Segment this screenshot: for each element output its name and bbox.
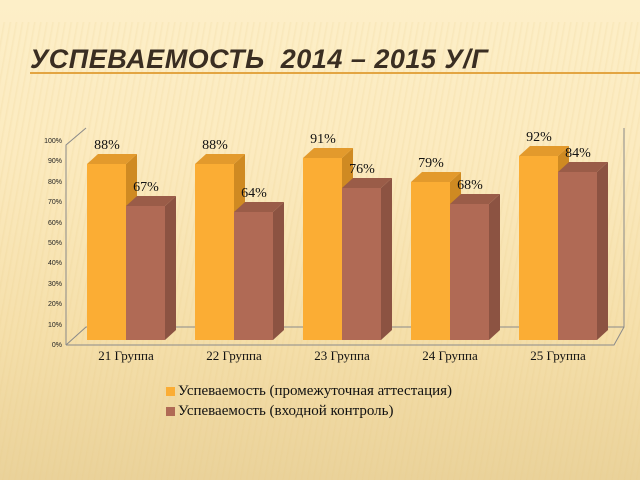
frame-left-wall (65, 127, 87, 345)
data-value-label: 84% (565, 146, 591, 161)
x-tick-label: 24 Группа (422, 348, 478, 363)
bar-entrance-1 (126, 196, 176, 340)
chart-legend: Успеваемость (промежуточная аттестация) … (166, 381, 452, 421)
legend-item-series2: Успеваемость (входной контроль) (166, 401, 452, 421)
y-tick-label: 10% (47, 321, 62, 329)
title-underline (30, 72, 640, 74)
y-tick-label: 80% (47, 178, 62, 186)
data-value-label: 68% (457, 178, 483, 193)
y-tick-label: 50% (47, 240, 62, 247)
bar-attestation-2 (195, 154, 245, 340)
legend-swatch-brown (166, 406, 175, 416)
y-tick-label: 70% (47, 199, 62, 207)
data-value-label: 79% (418, 156, 444, 171)
y-tick-label: 90% (47, 158, 62, 166)
legend-label: Успеваемость (входной контроль) (178, 402, 394, 419)
data-value-label: 67% (133, 180, 159, 195)
y-tick-label: 100% (44, 138, 62, 145)
y-tick-label: 60% (47, 219, 62, 227)
x-tick-label: 22 Группа (206, 348, 262, 363)
x-tick-label: 21 Группа (98, 348, 154, 363)
legend-label: Успеваемость (промежуточная аттестация) (178, 382, 453, 399)
data-value-label: 88% (202, 138, 228, 153)
y-tick-label: 20% (47, 301, 62, 309)
y-tick-label: 30% (47, 280, 62, 288)
x-tick-label: 23 Группа (314, 348, 370, 363)
bar-entrance-5 (558, 162, 608, 340)
bar-entrance-2 (234, 202, 284, 340)
data-value-label: 64% (241, 186, 267, 201)
data-value-label: 92% (526, 130, 552, 145)
y-tick-label: 0% (51, 342, 62, 349)
data-value-label: 76% (349, 162, 375, 177)
legend-swatch-orange (166, 386, 175, 396)
data-value-label: 88% (94, 138, 120, 153)
bar-entrance-3 (342, 178, 392, 340)
frame-floor (66, 326, 625, 346)
y-tick-label: 40% (47, 260, 62, 268)
slide-title: УСПЕВАЕМОСТЬ 2014 – 2015 У/Г (30, 44, 489, 74)
bar-entrance-4 (450, 194, 500, 340)
x-tick-label: 25 Группа (530, 348, 586, 363)
legend-item-series1: Успеваемость (промежуточная аттестация) (166, 381, 452, 401)
data-value-label: 91% (310, 132, 336, 147)
